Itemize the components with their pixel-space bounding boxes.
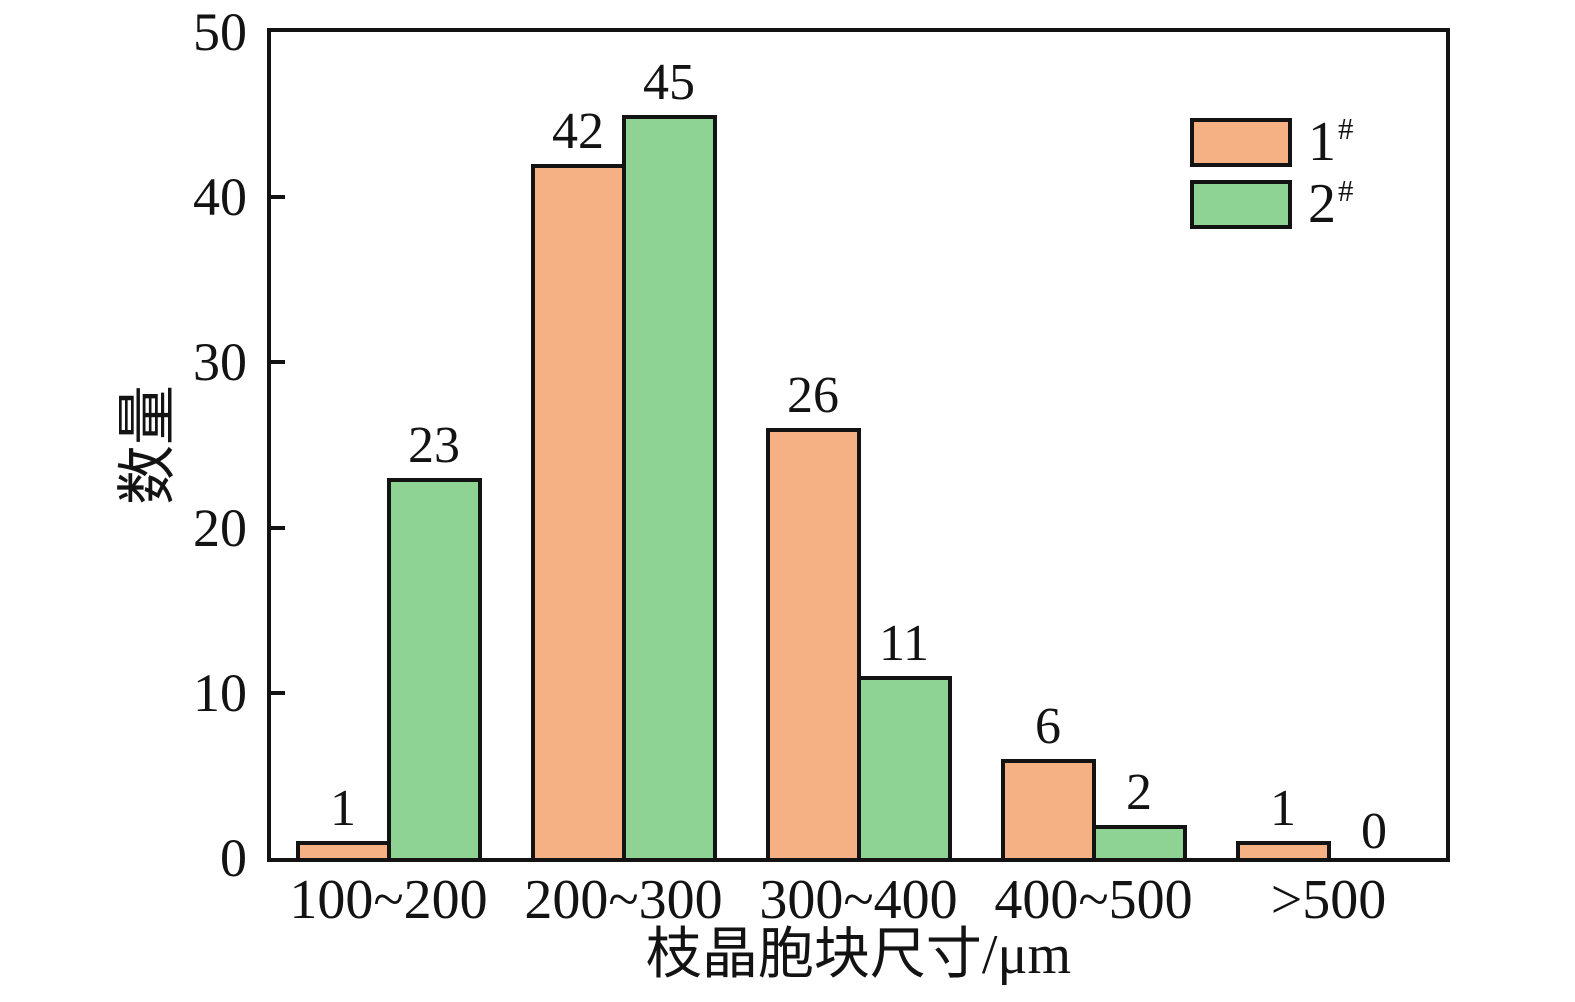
x-tick-label-5: >500	[1270, 869, 1387, 931]
legend-swatch-series2	[1190, 179, 1292, 229]
legend-item-series1: 1#	[1190, 111, 1354, 173]
y-tick-10	[271, 690, 285, 695]
y-axis-tick-labels: 0 10 20 30 40 50	[0, 5, 247, 885]
bar-series1-cat4	[1000, 758, 1096, 858]
y-tick-label-40: 40	[193, 167, 247, 228]
legend-swatch-series1	[1190, 117, 1292, 167]
legend-label-series1: 1#	[1308, 111, 1354, 173]
value-label-series1-cat4: 6	[1035, 697, 1061, 755]
x-axis-title: 枝晶胞块尺寸/μm	[645, 924, 1072, 986]
value-label-series1-cat1: 1	[330, 780, 356, 838]
y-tick-label-30: 30	[193, 332, 247, 393]
x-axis-tick-labels: 100~200 200~300 300~400 400~500 >500	[267, 872, 1450, 932]
y-tick-label-0: 0	[220, 828, 247, 888]
bar-series2-cat1	[386, 478, 482, 858]
bar-series1-cat5	[1235, 841, 1331, 858]
bar-series1-cat2	[530, 164, 626, 858]
y-tick-label-20: 20	[193, 497, 247, 558]
y-tick-label-10: 10	[193, 662, 247, 723]
legend-label-series1-sup: #	[1338, 111, 1354, 146]
legend-label-series2-base: 2	[1308, 173, 1336, 235]
value-label-series2-cat5: 0	[1361, 803, 1387, 860]
x-tick-label-3: 300~400	[759, 869, 958, 931]
legend-label-series2: 2#	[1308, 173, 1354, 235]
value-label-series2-cat1: 23	[408, 417, 460, 475]
bar-series2-cat3	[856, 676, 952, 858]
bar-series1-cat1	[295, 841, 391, 858]
legend-label-series1-base: 1	[1308, 111, 1336, 173]
y-tick-label-50: 50	[193, 2, 247, 62]
y-tick-20	[271, 525, 285, 530]
plot-inner: 1 23 42 45 26 11 6 2 1 0	[271, 32, 1446, 858]
plot-area: 1 23 42 45 26 11 6 2 1 0	[267, 28, 1450, 862]
bar-series2-cat2	[621, 114, 717, 858]
x-tick-label-1: 100~200	[289, 869, 488, 931]
value-label-series1-cat2: 42	[552, 103, 604, 161]
x-tick-label-4: 400~500	[994, 869, 1193, 931]
bar-series1-cat3	[765, 428, 861, 858]
value-label-series2-cat4: 2	[1126, 763, 1152, 821]
legend-label-series2-sup: #	[1338, 173, 1354, 208]
value-label-series2-cat3: 11	[878, 615, 930, 673]
value-label-series1-cat3: 26	[787, 367, 839, 425]
value-label-series1-cat5: 1	[1270, 780, 1296, 838]
x-tick-label-2: 200~300	[524, 869, 723, 931]
value-label-series2-cat2: 45	[643, 53, 695, 111]
y-tick-30	[271, 360, 285, 365]
legend-item-series2: 2#	[1190, 173, 1354, 235]
bar-series2-cat4	[1091, 824, 1187, 858]
y-tick-40	[271, 195, 285, 200]
legend: 1# 2#	[1190, 111, 1354, 235]
